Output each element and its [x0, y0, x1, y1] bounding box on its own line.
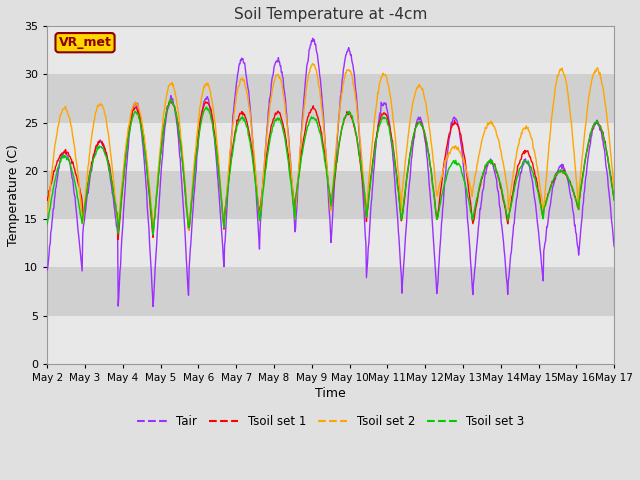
Bar	[47, 26, 614, 74]
Title: Soil Temperature at -4cm: Soil Temperature at -4cm	[234, 7, 428, 22]
Legend: Tair, Tsoil set 1, Tsoil set 2, Tsoil set 3: Tair, Tsoil set 1, Tsoil set 2, Tsoil se…	[132, 410, 529, 432]
Bar	[47, 122, 614, 171]
Bar	[47, 74, 614, 122]
Y-axis label: Temperature (C): Temperature (C)	[7, 144, 20, 246]
Text: VR_met: VR_met	[59, 36, 111, 49]
Bar	[47, 267, 614, 316]
Bar	[47, 219, 614, 267]
Bar	[47, 171, 614, 219]
X-axis label: Time: Time	[316, 387, 346, 400]
Bar	[47, 316, 614, 364]
